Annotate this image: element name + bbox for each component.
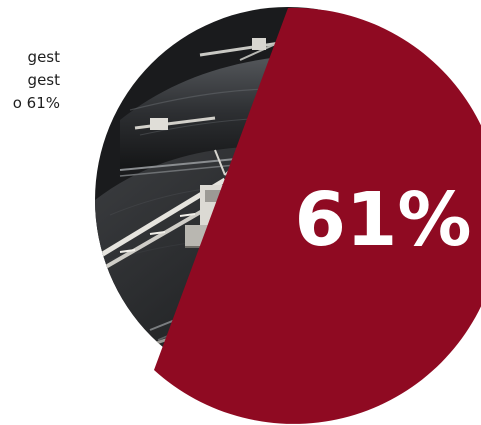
pie-slice-61: [154, 7, 481, 424]
caption-line-3: o 61%: [12, 94, 60, 112]
percent-label: 61%: [294, 177, 471, 263]
caption-line-2: gest: [27, 71, 60, 89]
partial-caption: gest gest o 61%: [0, 46, 60, 115]
caption-line-1: gest: [27, 48, 60, 66]
mid-reclaimer: [134, 116, 216, 130]
